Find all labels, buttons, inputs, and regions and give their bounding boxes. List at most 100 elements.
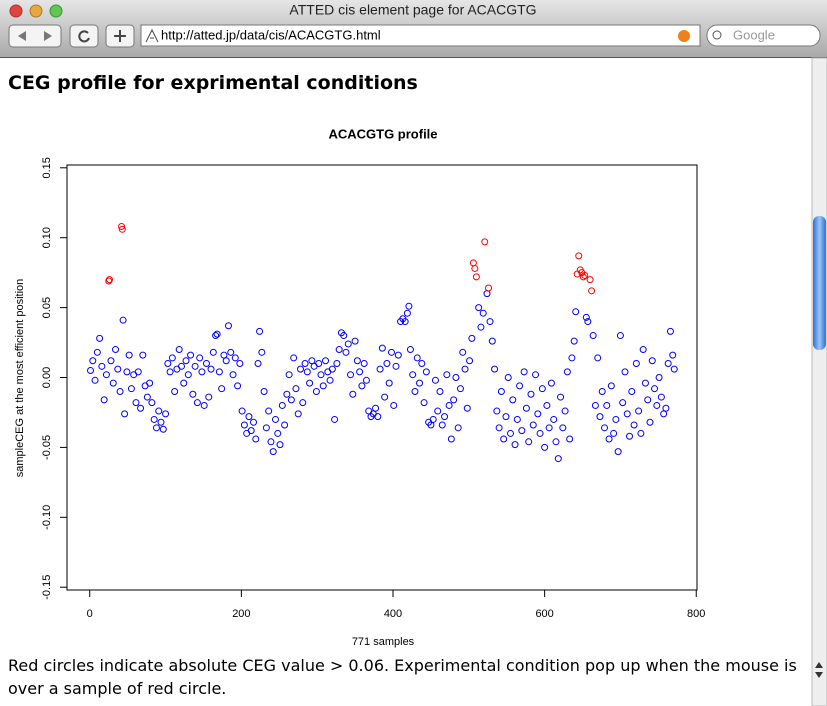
point (360, 360, 368, 368)
point (215, 368, 223, 376)
y-tick-label: 0.15 (41, 157, 53, 178)
scrollbar-track (811, 57, 827, 706)
point (493, 407, 501, 415)
point (443, 371, 451, 379)
point (532, 371, 540, 379)
point (143, 393, 151, 401)
point (538, 385, 546, 393)
point (630, 421, 638, 429)
point (581, 271, 589, 279)
point (116, 387, 124, 395)
point (657, 393, 665, 401)
point (245, 413, 253, 421)
point (662, 404, 670, 412)
point (252, 435, 260, 443)
point (401, 318, 409, 326)
point (507, 429, 515, 437)
point (164, 360, 172, 368)
chart-title: ACACGTG profile (328, 126, 437, 141)
point (171, 387, 179, 395)
y-tick-label: -0.10 (41, 505, 53, 530)
chart: ACACGTG profile 771 samples sampleCEG at… (14, 126, 706, 647)
point (285, 371, 293, 379)
point (471, 264, 479, 272)
point (596, 413, 604, 421)
point (139, 351, 147, 359)
close-button[interactable] (9, 4, 23, 18)
point (621, 368, 629, 376)
point (134, 368, 142, 376)
point (477, 323, 485, 331)
point (150, 415, 158, 423)
point (547, 379, 555, 387)
point (420, 399, 428, 407)
y-tick-label: 0.00 (41, 367, 53, 388)
point (249, 418, 257, 426)
point (619, 399, 627, 407)
point (584, 318, 592, 326)
zoom-button[interactable] (49, 4, 63, 18)
point (472, 273, 480, 281)
url-field[interactable] (140, 24, 701, 47)
point (326, 376, 334, 384)
point (274, 429, 282, 437)
point (392, 362, 400, 370)
point (568, 354, 576, 362)
back-forward[interactable] (8, 24, 62, 48)
point (469, 259, 477, 267)
point (105, 276, 113, 284)
x-tick-label: 0 (87, 608, 93, 620)
point (109, 379, 117, 387)
point (541, 443, 549, 451)
point (292, 385, 300, 393)
point (381, 393, 389, 401)
point (491, 365, 499, 373)
point (166, 368, 174, 376)
favicon (145, 28, 159, 43)
point (290, 354, 298, 362)
point (319, 382, 327, 390)
minimize-button[interactable] (29, 4, 43, 18)
point (559, 424, 567, 432)
point (518, 427, 526, 435)
point (227, 348, 235, 356)
point (159, 425, 167, 433)
point (434, 407, 442, 415)
point (422, 368, 430, 376)
point (483, 290, 491, 298)
scroll-arrows[interactable] (815, 662, 823, 678)
point (488, 337, 496, 345)
point (589, 332, 597, 340)
point (447, 435, 455, 443)
point (123, 368, 131, 376)
point (137, 404, 145, 412)
point (297, 365, 305, 373)
point (322, 357, 330, 365)
point (107, 357, 115, 365)
point (198, 368, 206, 376)
point (349, 390, 357, 398)
point (258, 348, 266, 356)
point (146, 379, 154, 387)
point (438, 421, 446, 429)
x-tick-label: 200 (232, 608, 250, 620)
point (271, 415, 279, 423)
point (96, 334, 104, 342)
rss-icon[interactable] (678, 30, 690, 42)
point (342, 348, 350, 356)
point (374, 413, 382, 421)
reload-button[interactable] (69, 24, 99, 48)
point (209, 348, 217, 356)
x-tick-label: 600 (535, 608, 553, 620)
point (452, 374, 460, 381)
point (416, 379, 424, 387)
plot-box (66, 164, 698, 591)
scrollbar-thumb[interactable] (813, 216, 826, 350)
point (403, 309, 411, 317)
y-tick-label: 0.05 (41, 297, 53, 318)
point (182, 357, 190, 365)
point (378, 344, 386, 352)
search-field[interactable] (706, 24, 821, 47)
point (461, 365, 469, 373)
point (187, 351, 195, 359)
